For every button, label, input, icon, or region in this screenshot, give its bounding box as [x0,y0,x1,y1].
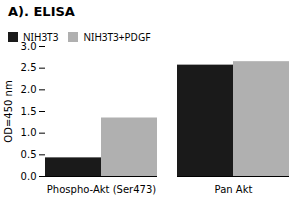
svg-text:0.0: 0.0 [21,171,37,182]
svg-text:1.0: 1.0 [21,127,37,138]
svg-text:2.0: 2.0 [21,84,37,95]
svg-text:Phospho-Akt (Ser473): Phospho-Akt (Ser473) [47,184,156,195]
svg-text:3.0: 3.0 [21,41,37,52]
html-text:A). ELISA: A). ELISA [8,4,75,19]
svg-text:0.5: 0.5 [21,149,37,160]
svg-text:1.5: 1.5 [21,106,37,117]
html-text:NIH3T3+PDGF: NIH3T3+PDGF [83,29,151,44]
svg-text:OD=450 nm: OD=450 nm [3,80,14,142]
svg-text:2.5: 2.5 [21,62,37,73]
svg-text:Pan Akt: Pan Akt [215,184,253,195]
html-text:NIH3T3: NIH3T3 [23,29,59,44]
